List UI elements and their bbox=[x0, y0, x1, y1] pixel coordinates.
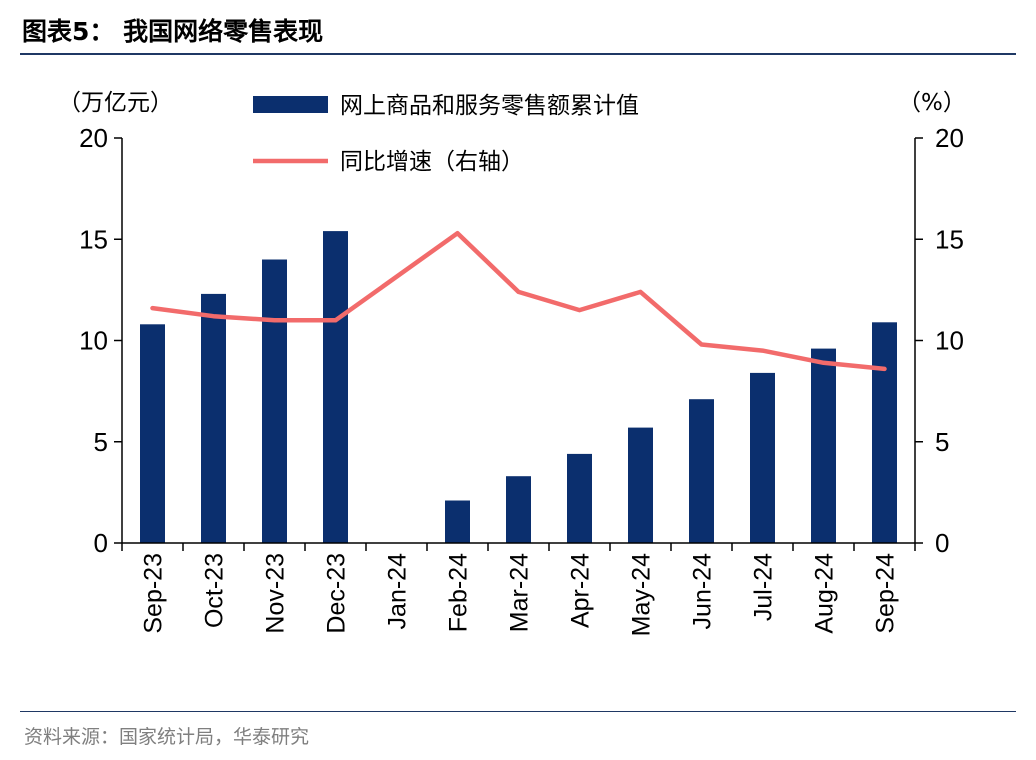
left-tick-label: 5 bbox=[94, 427, 108, 457]
bar-Feb-24 bbox=[445, 500, 470, 543]
growth-line bbox=[150, 230, 887, 372]
bar-May-24 bbox=[628, 427, 653, 543]
axes: 0 5 10 15 20 0 5 10 15 20 Sep-23 Oct-23 Nov-23 Dec-23… bbox=[79, 123, 964, 636]
source-note: 资料来源：国家统计局，华泰研究 bbox=[24, 726, 310, 748]
left-axis-unit: （万亿元） bbox=[58, 90, 173, 116]
x-tick-label: Apr-24 bbox=[567, 553, 595, 628]
x-tick-label: Mar-24 bbox=[506, 553, 534, 632]
combo-chart: 0 5 10 15 20 0 5 10 15 20 Sep-23 Oct-23 Nov-23 Dec-23… bbox=[58, 90, 966, 636]
left-tick-label: 20 bbox=[79, 123, 108, 153]
bar-Aug-24 bbox=[811, 348, 836, 543]
x-tick-label: Jun-24 bbox=[689, 553, 717, 630]
left-tick-label: 15 bbox=[79, 224, 108, 254]
x-tick-label: Jul-24 bbox=[750, 553, 778, 621]
right-axis-unit: （%） bbox=[898, 90, 966, 116]
bar-Dec-23 bbox=[323, 231, 348, 543]
x-tick-label: Sep-23 bbox=[140, 553, 168, 634]
bar-Nov-23 bbox=[262, 259, 287, 543]
left-tick-label: 10 bbox=[79, 326, 108, 356]
x-tick-label: Aug-24 bbox=[811, 553, 839, 634]
right-tick-label: 10 bbox=[935, 326, 964, 356]
x-tick-label: Sep-24 bbox=[872, 553, 900, 634]
bar-Sep-24 bbox=[872, 322, 897, 543]
x-tick-label: May-24 bbox=[628, 553, 656, 636]
x-tick-label: Nov-23 bbox=[262, 553, 290, 634]
bar-Sep-23 bbox=[140, 324, 165, 543]
bar-Mar-24 bbox=[506, 476, 531, 543]
legend-bar-swatch bbox=[253, 96, 328, 113]
figure-title: 图表5： 我国网络零售表现 bbox=[22, 17, 324, 46]
bar-Jul-24 bbox=[750, 372, 775, 543]
legend-bar-label: 网上商品和服务零售额累计值 bbox=[340, 93, 639, 119]
right-tick-label: 5 bbox=[935, 427, 949, 457]
line-series bbox=[150, 230, 887, 372]
x-tick-label: Jan-24 bbox=[384, 553, 412, 630]
bar-Oct-23 bbox=[201, 293, 226, 543]
bar-Apr-24 bbox=[567, 453, 592, 543]
right-tick-label: 0 bbox=[935, 528, 949, 558]
bar-Jun-24 bbox=[689, 399, 714, 543]
x-tick-label: Feb-24 bbox=[445, 553, 473, 632]
bar-series bbox=[140, 231, 897, 543]
right-tick-label: 15 bbox=[935, 224, 964, 254]
x-tick-label: Dec-23 bbox=[323, 553, 351, 634]
x-tick-label: Oct-23 bbox=[201, 553, 229, 628]
header-divider bbox=[20, 53, 1016, 55]
footer-divider bbox=[20, 711, 1016, 712]
left-tick-label: 0 bbox=[94, 528, 108, 558]
right-tick-label: 20 bbox=[935, 123, 964, 153]
legend-line-label: 同比增速（右轴） bbox=[340, 149, 524, 175]
